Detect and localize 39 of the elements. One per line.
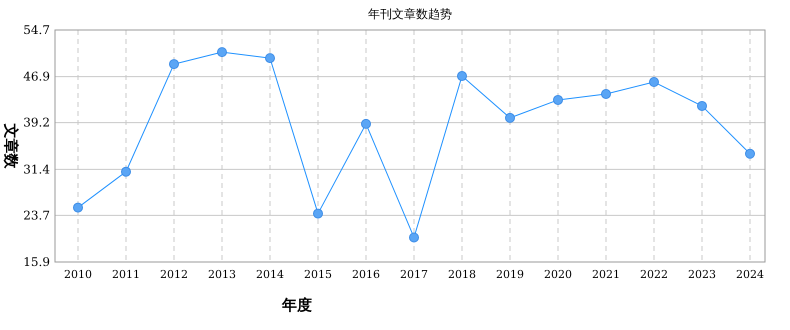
x-axis-title: 年度 xyxy=(281,296,312,314)
point xyxy=(649,77,659,88)
point xyxy=(409,232,419,242)
x-tick-label: 2015 xyxy=(304,268,332,281)
x-tick-label: 2012 xyxy=(160,268,188,281)
x-tick-label: 2017 xyxy=(400,268,428,281)
point xyxy=(121,166,131,177)
y-tick-label: 23.7 xyxy=(23,208,50,222)
point xyxy=(265,53,275,64)
point xyxy=(601,88,611,99)
x-tick-label: 2011 xyxy=(112,268,140,281)
point xyxy=(73,202,83,213)
y-tick-label: 39.2 xyxy=(23,116,50,130)
x-tick-label: 2022 xyxy=(640,268,668,281)
point xyxy=(361,118,371,129)
x-tick-label: 2014 xyxy=(256,268,284,281)
point xyxy=(169,59,179,70)
point xyxy=(313,208,323,219)
y-tick-label: 15.9 xyxy=(23,255,50,269)
y-tick-label: 54.7 xyxy=(23,23,50,37)
y-tick-label: 31.4 xyxy=(23,162,50,176)
chart-title: 年刊文章数趋势 xyxy=(368,7,452,21)
x-tick-label: 2021 xyxy=(592,268,620,281)
x-tick-label: 2020 xyxy=(544,268,572,281)
point xyxy=(553,94,563,105)
x-tick-label: 2016 xyxy=(352,268,380,281)
x-tick-label: 2010 xyxy=(64,268,92,281)
x-tick-label: 2019 xyxy=(496,268,524,281)
x-tick-label: 2023 xyxy=(688,268,716,281)
x-tick-label: 2018 xyxy=(448,268,476,281)
y-axis-title: 文章数 xyxy=(2,122,20,170)
y-tick-label: 46.9 xyxy=(23,70,50,84)
x-tick-label: 2024 xyxy=(736,268,764,281)
point xyxy=(505,112,515,123)
point xyxy=(745,148,755,159)
point xyxy=(697,100,707,111)
x-tick-label: 2013 xyxy=(208,268,236,281)
point xyxy=(457,71,467,82)
point xyxy=(217,47,227,58)
